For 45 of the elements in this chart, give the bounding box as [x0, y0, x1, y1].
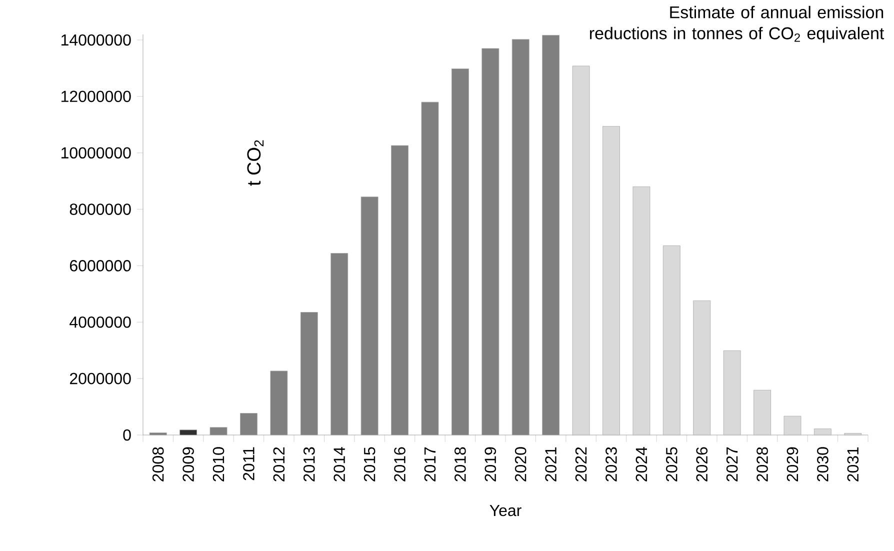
bar	[814, 428, 832, 436]
y-axis-title: t CO$_{2}$	[247, 140, 264, 186]
bar	[693, 300, 711, 436]
bar	[602, 126, 620, 436]
bar	[754, 390, 771, 436]
x-tick-label: 2021	[545, 447, 556, 482]
y-tick-label: 12000000	[62, 90, 131, 102]
y-tick-label: 8000000	[70, 204, 131, 215]
chart-title: Estimate of annual emission reductions in tonnes of CO$_{2}$ equivalent	[590, 6, 884, 43]
bar	[784, 416, 802, 436]
y-tick-label: 0	[123, 429, 131, 441]
x-tick-label: 2014	[334, 447, 346, 482]
x-tick-label: 2031	[847, 447, 859, 482]
x-tick-label: 2011	[243, 447, 254, 480]
x-tick-label: 2025	[666, 447, 678, 482]
x-tick-label: 2028	[756, 447, 768, 482]
x-tick-label: 2022	[575, 447, 587, 482]
x-tick-label: 2015	[364, 447, 376, 482]
x-tick-label: 2008	[152, 447, 164, 482]
x-axis-title: Year	[490, 504, 522, 516]
y-tick-label: 6000000	[70, 260, 131, 272]
y-tick-label: 14000000	[62, 34, 131, 46]
x-tick-label: 2010	[212, 447, 224, 482]
x-tick-label: 2020	[514, 447, 526, 482]
x-tick-label: 2029	[786, 447, 798, 482]
x-tick-label: 2013	[303, 447, 315, 482]
x-tick-label: 2019	[484, 447, 496, 482]
x-tick-label: 2017	[424, 447, 436, 482]
bar	[723, 350, 741, 436]
y-tick-label: 2000000	[70, 372, 131, 384]
x-tick-label: 2026	[696, 447, 708, 482]
y-tick-label: 4000000	[70, 316, 131, 328]
bar	[180, 430, 198, 436]
bar	[662, 245, 680, 436]
bar	[632, 186, 650, 436]
x-tick-label: 2023	[606, 447, 617, 482]
bar	[572, 66, 590, 436]
x-tick-label: 2030	[817, 447, 828, 482]
x-tick-label: 2016	[394, 447, 406, 482]
x-tick-label: 2024	[636, 447, 648, 482]
x-tick-label: 2012	[273, 447, 285, 482]
x-tick-label: 2018	[454, 447, 466, 482]
y-tick-label: 10000000	[62, 147, 131, 159]
x-tick-label: 2009	[182, 447, 194, 482]
x-tick-label: 2027	[726, 447, 738, 482]
